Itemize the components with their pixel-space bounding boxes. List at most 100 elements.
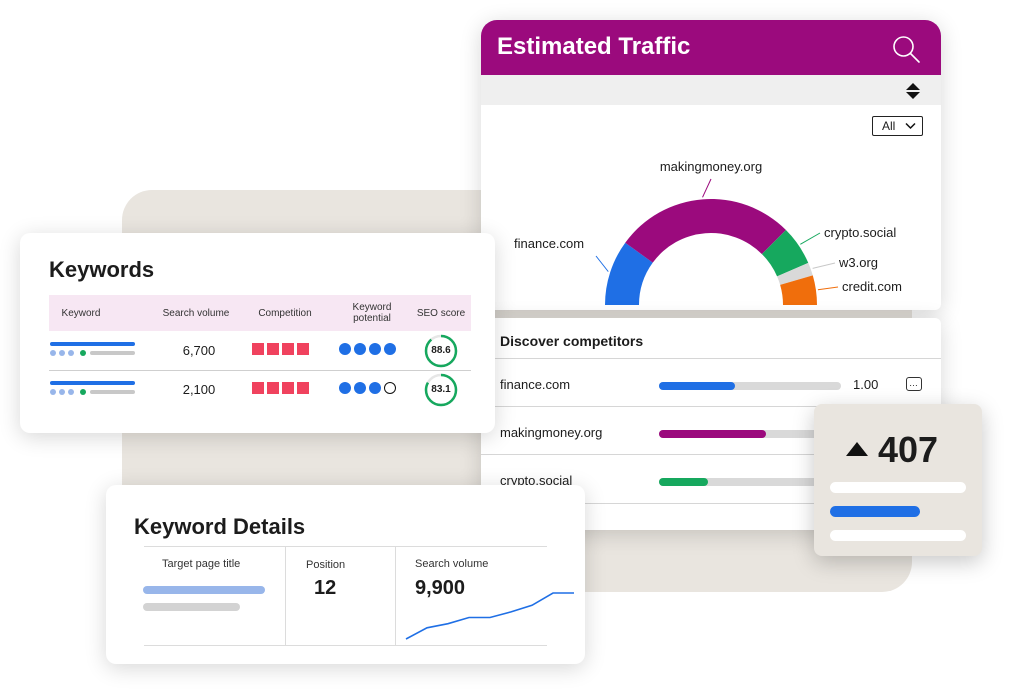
column-header-keyword-potential-line2: potential — [353, 313, 391, 324]
column-header-seo-score[interactable]: SEO score — [416, 308, 466, 319]
target-page-title-label: Target page title — [162, 558, 241, 570]
competitor-bar-fill — [659, 382, 736, 390]
dot — [50, 389, 56, 395]
column-header-keyword-potential-line1: Keyword — [352, 302, 392, 313]
donut-segment[interactable] — [605, 242, 653, 305]
rank-change-card: 407 — [814, 404, 982, 556]
dot — [59, 350, 65, 356]
competitor-name: crypto.social — [500, 473, 573, 488]
donut-segment[interactable] — [780, 275, 817, 305]
divider — [144, 645, 547, 646]
competition-square — [252, 343, 264, 355]
filter-dropdown[interactable]: All — [872, 116, 923, 136]
traffic-title: Estimated Traffic — [497, 33, 691, 60]
competitor-name: makingmoney.org — [500, 425, 603, 440]
potential-dot — [369, 382, 381, 394]
keywords-card: Keywords Keyword Search volume Competiti… — [20, 233, 495, 433]
dot — [68, 389, 74, 395]
competition-square — [252, 382, 264, 394]
keywords-title: Keywords — [49, 257, 155, 282]
donut-label: crypto.social — [824, 225, 896, 240]
table-row[interactable]: 2,100 83.1 — [49, 371, 471, 409]
competition-square — [282, 343, 294, 355]
competitor-bar-track — [659, 382, 841, 390]
more-options-button[interactable]: … — [906, 377, 922, 391]
potential-dot — [384, 382, 396, 394]
potential-dot — [339, 343, 351, 355]
dot — [59, 389, 65, 395]
potential-dot — [354, 343, 366, 355]
search-volume-trend-chart — [405, 592, 574, 640]
placeholder-line-accent — [50, 381, 135, 385]
position-label: Position — [306, 559, 346, 571]
competitor-row[interactable]: finance.com 1.00 … — [481, 358, 941, 407]
traffic-donut-chart: finance.com makingmoney.org crypto.social w… — [514, 159, 902, 305]
divider — [285, 546, 286, 645]
donut-segment[interactable] — [625, 199, 786, 263]
column-header-competition[interactable]: Competition — [258, 308, 312, 319]
donut-label: finance.com — [514, 236, 584, 251]
potential-dot — [354, 382, 366, 394]
competitor-bar-track — [659, 430, 841, 438]
donut-label: makingmoney.org — [660, 159, 762, 174]
donut-leader-line — [800, 232, 821, 245]
search-volume-cell: 2,100 — [182, 382, 216, 397]
column-header-search-volume[interactable]: Search volume — [162, 308, 230, 319]
seo-ring-progress — [424, 334, 458, 368]
competition-square — [267, 343, 279, 355]
competition-square — [297, 343, 309, 355]
competitors-title: Discover competitors — [500, 333, 644, 349]
column-header-keyword[interactable]: Keyword — [61, 308, 101, 319]
competitor-bar-fill — [659, 478, 709, 486]
competitor-row[interactable]: crypto.social — [481, 454, 941, 504]
search-volume-cell: 6,700 — [182, 343, 216, 358]
keyword-details-card: Keyword Details Target page title Positi… — [106, 485, 585, 664]
competitor-row[interactable]: makingmoney.org — [481, 406, 941, 455]
rank-change-value: 407 — [878, 429, 939, 470]
donut-segment[interactable] — [777, 262, 813, 285]
estimated-traffic-card: Estimated Traffic All finance.com makingm… — [481, 20, 941, 310]
search-icon[interactable] — [891, 34, 921, 64]
potential-dot — [369, 343, 381, 355]
trend-line — [405, 592, 574, 640]
competition-square — [267, 382, 279, 394]
placeholder-line — [830, 530, 966, 541]
sort-icon[interactable] — [904, 82, 922, 100]
competitor-bar-fill — [659, 430, 767, 438]
divider — [395, 546, 396, 645]
placeholder-line — [143, 603, 240, 611]
competitor-bar-track — [659, 478, 841, 486]
seo-score-value: 83.1 — [431, 384, 451, 395]
keyword-details-title: Keyword Details — [134, 514, 306, 539]
triangle-up-icon — [846, 442, 868, 456]
competitor-name: finance.com — [500, 377, 571, 392]
seo-ring-progress — [424, 373, 458, 407]
placeholder-line — [90, 390, 135, 394]
donut-label: w3.org — [838, 255, 878, 270]
placeholder-line-accent — [50, 342, 135, 346]
dot — [80, 350, 86, 356]
donut-leader-line — [817, 286, 839, 291]
keywords-table-header: Keyword Search volume Competition Keywor… — [49, 295, 471, 331]
column-header-keyword-potential[interactable]: Keyword potential — [337, 302, 407, 324]
dot — [50, 350, 56, 356]
keyword-placeholder — [50, 342, 136, 358]
donut-leader-line — [702, 178, 712, 198]
ellipsis-icon: … — [909, 378, 918, 388]
sort-bar — [481, 75, 941, 105]
seo-score-ring — [424, 334, 458, 368]
dot — [68, 350, 74, 356]
table-row[interactable]: 6,700 88.6 — [49, 332, 471, 371]
placeholder-line — [90, 351, 135, 355]
dot — [80, 389, 86, 395]
placeholder-line-accent — [143, 586, 265, 594]
donut-segment[interactable] — [761, 230, 809, 277]
seo-score-ring — [424, 373, 458, 407]
competitor-value: 1.00 — [853, 377, 879, 392]
donut-label: credit.com — [842, 279, 902, 294]
chevron-down-icon — [905, 122, 916, 130]
search-volume-value: 9,900 — [415, 577, 466, 599]
donut-leader-line — [812, 262, 836, 269]
potential-dot — [384, 343, 396, 355]
keyword-placeholder — [50, 381, 136, 397]
